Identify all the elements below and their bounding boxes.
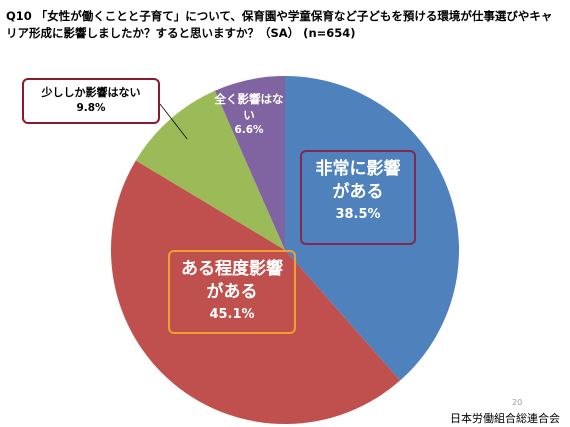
slice-label: 非常に影響がある 38.5% bbox=[300, 150, 416, 245]
value-label: 38.5% bbox=[335, 206, 381, 222]
category-label: 全く影響はない bbox=[214, 92, 284, 122]
slice-label: 少ししか影響はない 9.8% bbox=[22, 78, 160, 124]
slice-label: 全く影響はない 6.6% bbox=[205, 86, 293, 136]
category-label: 少ししか影響はない bbox=[41, 86, 141, 99]
pie-slice bbox=[110, 160, 401, 424]
organization: 日本労働組合総連合会 bbox=[450, 412, 560, 425]
page-number: 20 bbox=[512, 398, 523, 407]
value-label: 45.1% bbox=[209, 306, 255, 322]
value-label: 9.8% bbox=[76, 101, 106, 114]
chart-title: Q10 「女性が働くことと子育て」について、保育園や学童保育など子どもを預ける環… bbox=[6, 9, 553, 40]
pie-slice bbox=[214, 76, 285, 250]
pie-slice bbox=[285, 76, 459, 381]
category-label: 非常に影響がある bbox=[315, 159, 401, 202]
pie-slice bbox=[135, 90, 285, 250]
leader-line bbox=[159, 103, 188, 140]
value-label: 6.6% bbox=[234, 124, 264, 137]
category-label: ある程度影響がある bbox=[181, 259, 283, 302]
slice-label: ある程度影響がある 45.1% bbox=[168, 250, 296, 334]
